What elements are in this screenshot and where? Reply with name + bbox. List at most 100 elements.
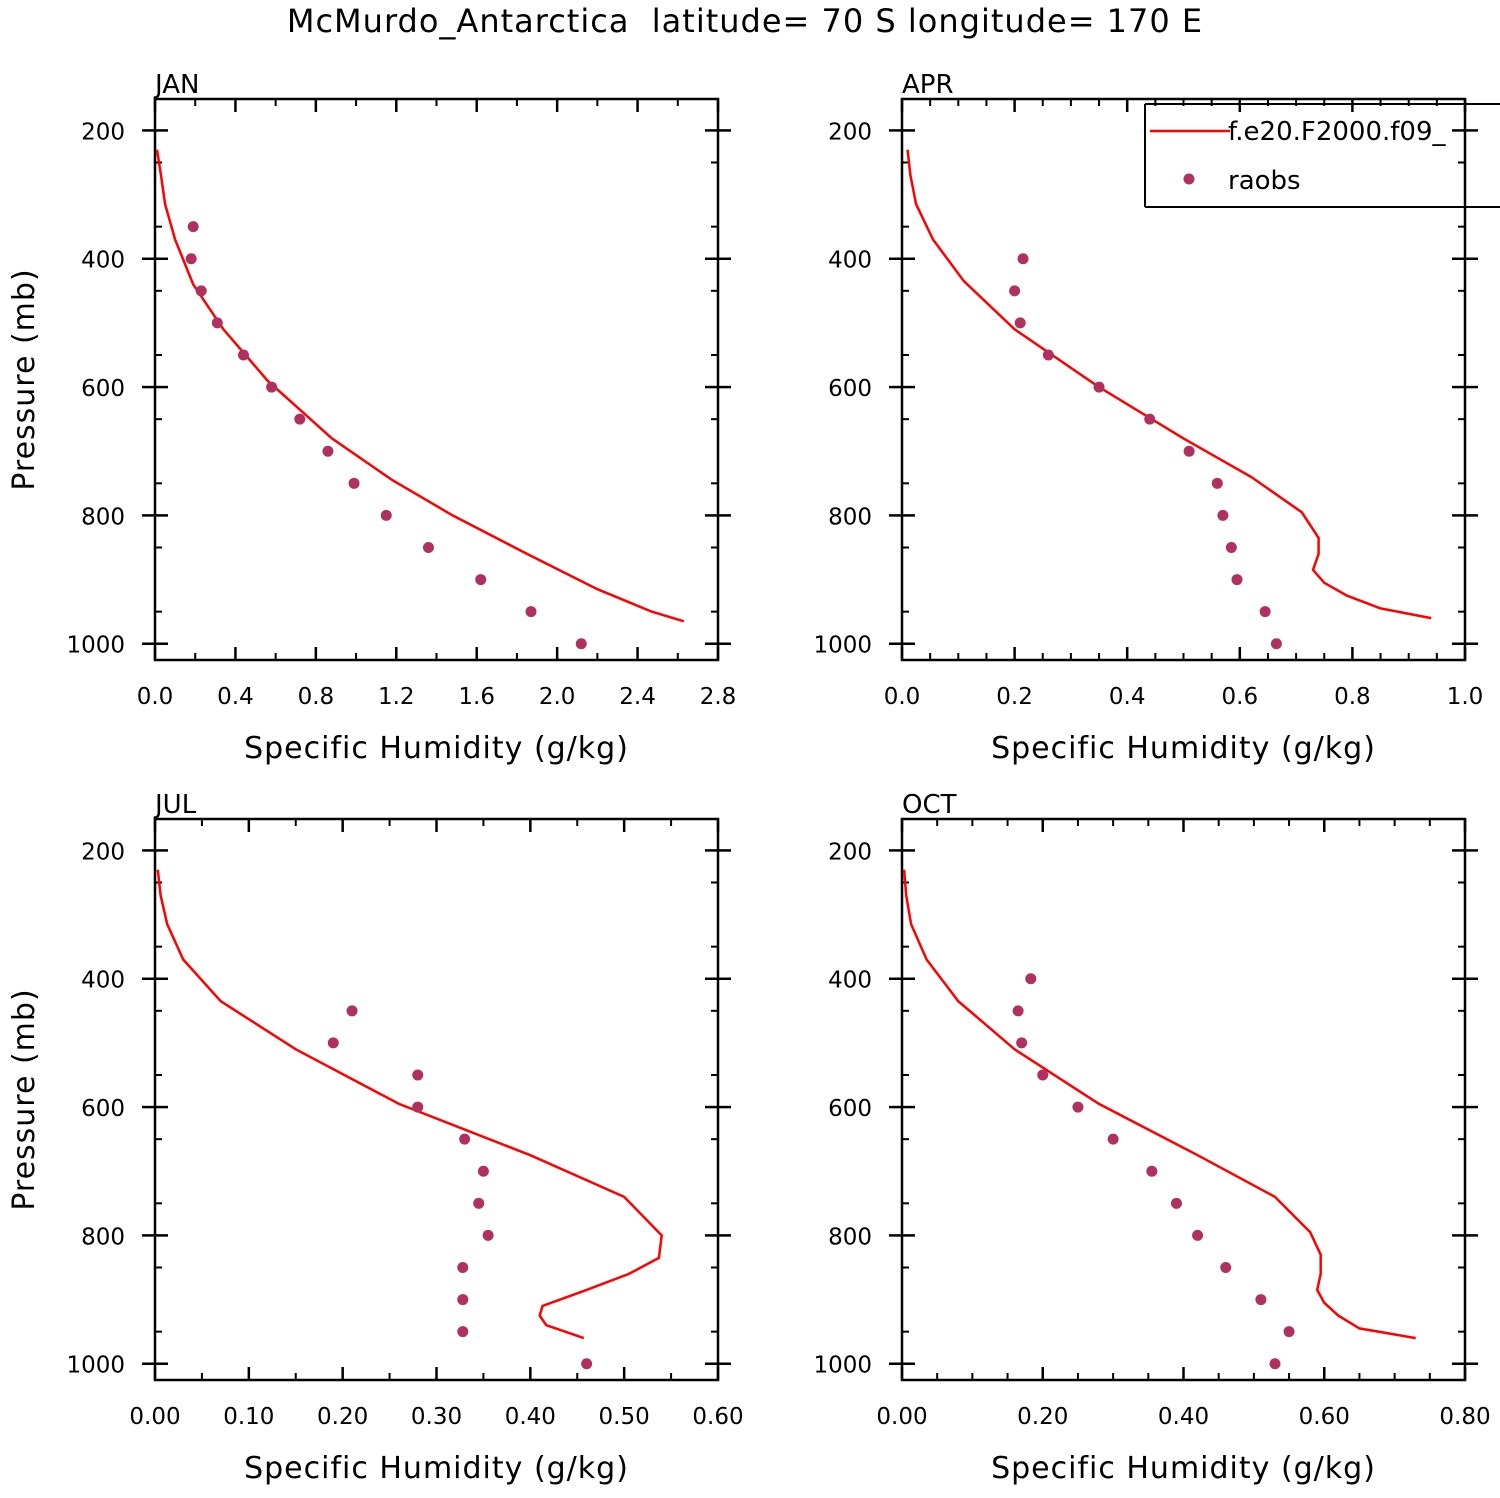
y-tick-label: 1000 xyxy=(66,1353,125,1379)
plot-frame xyxy=(153,97,720,662)
panel-apr: APR 0.0 0.2 0.4 0.6 0.8 1.0 200 400 600 800 1000 Spe… xyxy=(813,70,1500,766)
y-tick-label: 1000 xyxy=(66,633,125,659)
panel-title: OCT xyxy=(902,790,957,820)
obs-point xyxy=(322,445,334,457)
y-tick-label: 200 xyxy=(828,119,872,145)
obs-point xyxy=(457,1261,469,1273)
y-tick-label: 600 xyxy=(828,1096,872,1122)
x-tick-label: 0.20 xyxy=(1017,1404,1068,1430)
y-tick-label: 800 xyxy=(81,504,125,530)
y-tick-label: 600 xyxy=(81,376,125,402)
series-line-model xyxy=(902,869,1416,1340)
obs-point xyxy=(1017,253,1029,265)
y-axis-label: Pressure (mb) xyxy=(7,268,42,490)
x-axis-label: Specific Humidity (g/kg) xyxy=(991,1451,1376,1486)
y-tick-label: 400 xyxy=(81,968,125,994)
obs-point xyxy=(1211,477,1223,489)
plot-frame xyxy=(900,97,1467,662)
obs-point xyxy=(482,1229,494,1241)
x-tick-label: 0.00 xyxy=(876,1404,927,1430)
obs-point xyxy=(1016,1037,1028,1049)
x-tick-label: 0.10 xyxy=(223,1404,274,1430)
x-tick-label: 0.0 xyxy=(884,684,921,710)
panel-jul: JUL 0.00 0.10 0.20 0.30 0.40 0.50 0.60 200 400 600… xyxy=(7,790,744,1486)
y-tick-label: 800 xyxy=(81,1224,125,1250)
x-tick-label: 0.4 xyxy=(1109,684,1146,710)
legend-dot-swatch xyxy=(1183,173,1195,185)
y-tick-label: 1000 xyxy=(813,1353,872,1379)
x-tick-label: 0.4 xyxy=(217,684,254,710)
x-tick-label: 0.2 xyxy=(996,684,1033,710)
y-tick-label: 400 xyxy=(828,248,872,274)
obs-point xyxy=(1231,574,1243,586)
obs-point xyxy=(237,349,249,361)
series-line-model xyxy=(906,149,1432,620)
plot-frame xyxy=(900,817,1467,1382)
obs-point xyxy=(380,509,392,521)
series-line-model xyxy=(155,149,685,623)
obs-point xyxy=(1093,381,1105,393)
obs-point xyxy=(1217,509,1229,521)
y-tick-label: 600 xyxy=(81,1096,125,1122)
obs-point xyxy=(473,1197,485,1209)
y-axis-label: Pressure (mb) xyxy=(7,988,42,1210)
panel-jan: JAN 0.0 0.4 0.8 1.2 1.6 2.0 2.4 2.8 200 400 600 800 1… xyxy=(7,70,736,766)
legend-label-model: f.e20.F2000.f09_ xyxy=(1228,117,1446,147)
obs-point xyxy=(1037,1069,1049,1081)
obs-point xyxy=(525,606,537,618)
y-tick-label: 200 xyxy=(81,119,125,145)
obs-point xyxy=(477,1165,489,1177)
x-tick-label: 0.6 xyxy=(1222,684,1259,710)
obs-point xyxy=(211,317,223,329)
obs-point xyxy=(1283,1326,1295,1338)
obs-point xyxy=(1107,1133,1119,1145)
y-tick-label: 1000 xyxy=(813,633,872,659)
obs-point xyxy=(185,253,197,265)
panel-title: JUL xyxy=(153,790,197,820)
x-tick-label: 0.8 xyxy=(1334,684,1371,710)
obs-point xyxy=(1012,1005,1024,1017)
x-tick-label: 2.8 xyxy=(700,684,737,710)
obs-point xyxy=(187,221,199,233)
plot-frame xyxy=(153,817,720,1382)
obs-point xyxy=(1192,1229,1204,1241)
obs-point xyxy=(1144,413,1156,425)
obs-point xyxy=(1270,638,1282,650)
panels: JAN 0.0 0.4 0.8 1.2 1.6 2.0 2.4 2.8 200 400 600 800 1… xyxy=(7,70,1500,1486)
obs-point xyxy=(581,1358,593,1370)
obs-point xyxy=(1225,541,1237,553)
obs-point xyxy=(457,1326,469,1338)
obs-point xyxy=(1014,317,1026,329)
y-tick-label: 200 xyxy=(828,839,872,865)
obs-point xyxy=(266,381,278,393)
obs-point xyxy=(1220,1261,1232,1273)
y-tick-label: 800 xyxy=(828,1224,872,1250)
obs-point xyxy=(412,1101,424,1113)
x-tick-label: 0.0 xyxy=(137,684,174,710)
x-tick-label: 1.2 xyxy=(378,684,415,710)
x-tick-label: 2.4 xyxy=(619,684,656,710)
x-tick-label: 0.40 xyxy=(1158,1404,1209,1430)
obs-point xyxy=(1146,1165,1158,1177)
obs-point xyxy=(459,1133,471,1145)
y-tick-label: 200 xyxy=(81,839,125,865)
legend-label-obs: raobs xyxy=(1228,166,1301,196)
x-axis-label: Specific Humidity (g/kg) xyxy=(991,731,1376,766)
obs-point xyxy=(346,1005,358,1017)
panel-title: JAN xyxy=(153,70,199,100)
obs-point xyxy=(1042,349,1054,361)
obs-point xyxy=(1072,1101,1084,1113)
x-tick-label: 0.60 xyxy=(692,1404,743,1430)
x-tick-label: 0.30 xyxy=(411,1404,462,1430)
x-tick-label: 1.0 xyxy=(1447,684,1484,710)
panel-oct: OCT 0.00 0.20 0.40 0.60 0.80 200 400 600 800 1000 S… xyxy=(813,790,1490,1486)
legend: f.e20.F2000.f09_raobs xyxy=(1144,103,1500,208)
y-tick-label: 800 xyxy=(828,504,872,530)
y-tick-label: 400 xyxy=(81,248,125,274)
series-line-model xyxy=(156,869,664,1340)
obs-point xyxy=(1170,1197,1182,1209)
figure-title: McMurdo_Antarctica latitude= 70 S longit… xyxy=(287,2,1203,40)
obs-point xyxy=(1025,973,1037,985)
obs-point xyxy=(575,638,587,650)
